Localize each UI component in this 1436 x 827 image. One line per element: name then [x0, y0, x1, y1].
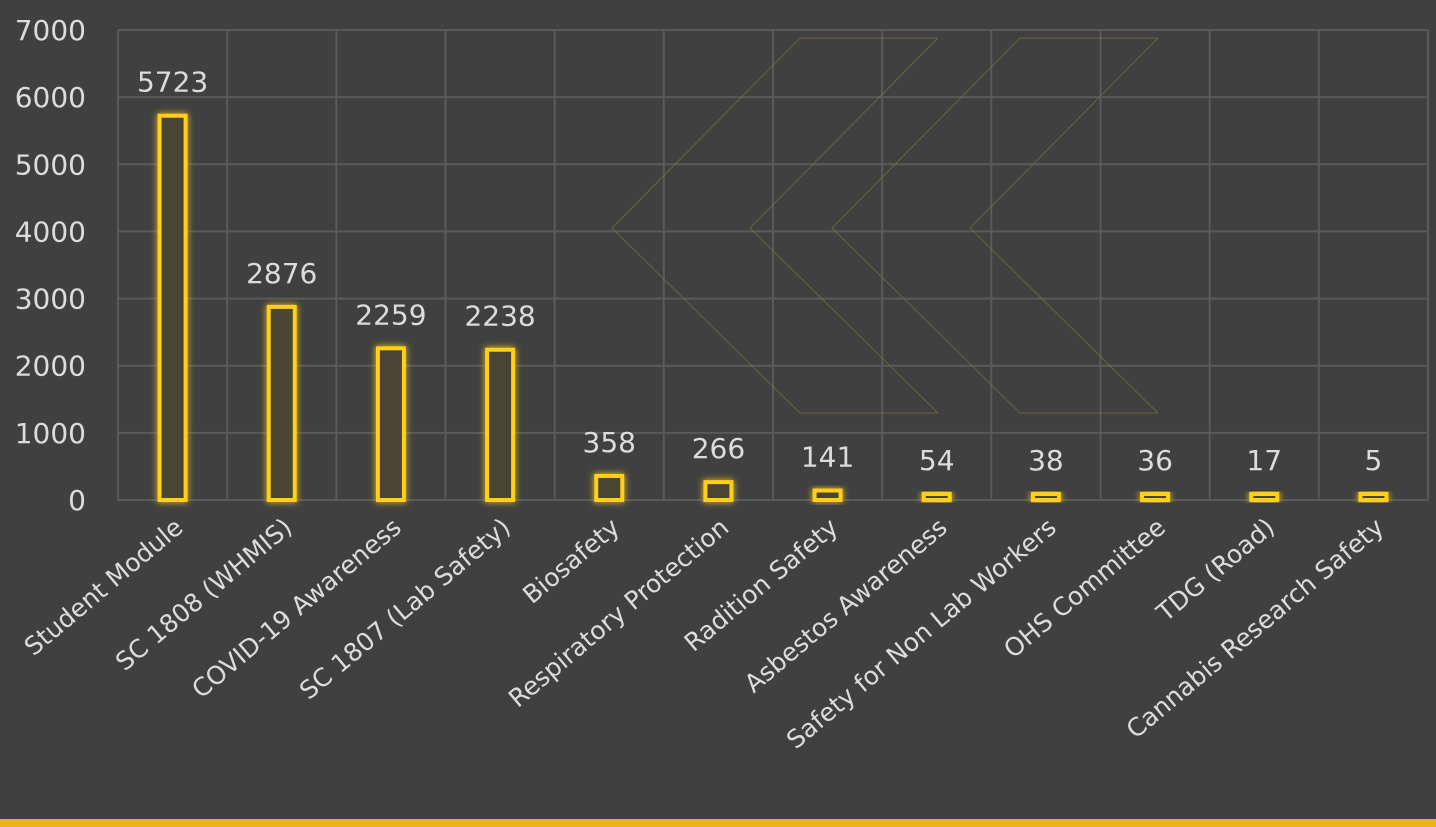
data-label: 17 — [1246, 444, 1282, 477]
y-tick-label: 7000 — [15, 14, 86, 47]
bar — [1249, 492, 1280, 502]
bar — [594, 473, 625, 503]
bars — [157, 113, 1389, 503]
grid — [117, 29, 1429, 501]
data-label: 266 — [692, 432, 745, 465]
y-tick-label: 2000 — [15, 350, 86, 383]
chevron-shape — [611, 37, 801, 414]
data-label: 358 — [583, 426, 636, 459]
x-tick-label: Biosafety — [517, 512, 625, 609]
chevron-shape — [969, 37, 1159, 414]
y-tick-label: 5000 — [15, 148, 86, 181]
chevron-shape — [749, 37, 939, 414]
bar — [375, 346, 406, 502]
bar — [921, 492, 952, 502]
y-tick-label: 6000 — [15, 81, 86, 114]
x-tick-label: SC 1808 (WHMIS) — [110, 512, 298, 676]
chevron-shape — [831, 37, 1021, 414]
y-tick-label: 4000 — [15, 215, 86, 248]
x-tick-label: COVID-19 Awareness — [186, 512, 406, 704]
x-tick-label: SC 1807 (Lab Safety) — [294, 512, 516, 705]
data-label: 54 — [919, 444, 955, 477]
decorative-chevrons — [611, 37, 1159, 414]
bar — [266, 304, 297, 503]
data-label: 2238 — [464, 300, 535, 333]
bar — [157, 113, 188, 503]
data-label: 5 — [1365, 444, 1383, 477]
bar — [812, 488, 843, 503]
bar — [1140, 492, 1171, 502]
data-label: 38 — [1028, 444, 1064, 477]
x-tick-label: Asbestos Awareness — [739, 512, 953, 698]
data-label: 5723 — [137, 66, 208, 99]
y-tick-label: 0 — [68, 484, 86, 517]
data-label: 2876 — [246, 257, 317, 290]
data-label: 2259 — [355, 298, 426, 331]
y-tick-label: 1000 — [15, 417, 86, 450]
y-tick-label: 3000 — [15, 283, 86, 316]
data-labels: 5723 2876 2259 2238 358 266 141 54 38 36 17 5 — [137, 66, 1382, 477]
bar — [485, 347, 516, 502]
bar — [1358, 492, 1389, 502]
bar — [703, 480, 734, 503]
accent-strip — [0, 819, 1436, 827]
x-tick-label: Respiratory Protection — [503, 512, 734, 713]
data-label: 141 — [801, 441, 854, 474]
y-axis: 0 1000 2000 3000 4000 5000 6000 7000 — [15, 14, 86, 517]
bar — [1030, 492, 1061, 502]
data-label: 36 — [1137, 444, 1173, 477]
